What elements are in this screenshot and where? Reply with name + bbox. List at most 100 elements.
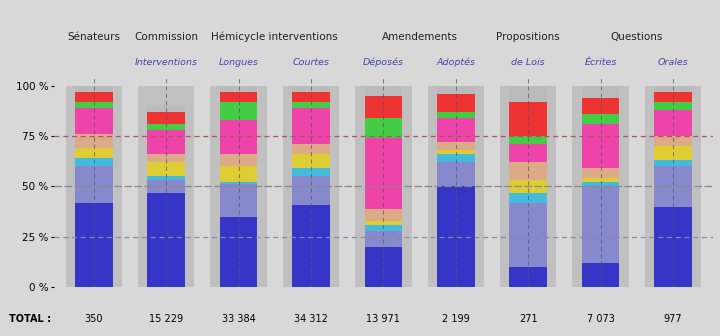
Bar	[220, 86, 258, 92]
Bar	[364, 231, 402, 247]
Bar	[75, 148, 112, 158]
Bar	[644, 86, 701, 287]
Text: Hémicycle interventions: Hémicycle interventions	[212, 32, 338, 42]
Bar	[292, 168, 330, 176]
Bar	[437, 186, 474, 287]
Bar	[75, 92, 112, 102]
Bar	[220, 120, 258, 154]
Bar	[364, 118, 402, 138]
Bar	[292, 205, 330, 287]
Bar	[437, 94, 474, 112]
Bar	[148, 176, 185, 180]
Bar	[75, 134, 112, 148]
Bar	[364, 209, 402, 221]
Bar	[509, 162, 547, 180]
Bar	[654, 160, 692, 166]
Bar	[364, 86, 402, 96]
Bar	[148, 193, 185, 287]
Text: 977: 977	[664, 314, 683, 324]
Bar	[509, 102, 547, 136]
Bar	[210, 86, 267, 287]
Text: 2 199: 2 199	[442, 314, 469, 324]
Bar	[75, 86, 112, 92]
Text: Adoptés: Adoptés	[436, 58, 475, 67]
Text: 15 229: 15 229	[149, 314, 184, 324]
Bar	[364, 225, 402, 231]
Text: 7 073: 7 073	[587, 314, 615, 324]
Bar	[654, 136, 692, 146]
Bar	[654, 207, 692, 287]
Bar	[437, 142, 474, 150]
Bar	[582, 98, 619, 114]
Bar	[283, 86, 339, 287]
Bar	[582, 114, 619, 124]
Text: Interventions: Interventions	[135, 58, 198, 67]
Bar	[654, 146, 692, 160]
Text: 350: 350	[84, 314, 103, 324]
Bar	[364, 96, 402, 118]
Text: Commission: Commission	[134, 32, 198, 42]
Bar	[509, 144, 547, 162]
Bar	[75, 166, 112, 203]
Bar	[138, 86, 194, 287]
Bar	[66, 86, 122, 287]
Text: 13 971: 13 971	[366, 314, 400, 324]
Bar	[654, 86, 692, 92]
Text: Longues: Longues	[219, 58, 258, 67]
Text: 271: 271	[519, 314, 538, 324]
Bar	[500, 86, 557, 287]
Bar	[75, 108, 112, 134]
Bar	[509, 203, 547, 267]
Bar	[220, 102, 258, 120]
Text: Propositions: Propositions	[496, 32, 560, 42]
Bar	[220, 182, 258, 184]
Bar	[582, 186, 619, 263]
Bar	[75, 158, 112, 166]
Bar	[437, 118, 474, 142]
Bar	[572, 86, 629, 287]
Bar	[292, 144, 330, 154]
Bar	[437, 112, 474, 118]
Bar	[509, 136, 547, 144]
Text: Courtes: Courtes	[292, 58, 330, 67]
Bar	[582, 124, 619, 168]
Bar	[220, 92, 258, 102]
Bar	[364, 138, 402, 209]
Bar	[220, 154, 258, 166]
Bar	[654, 102, 692, 110]
Bar	[509, 267, 547, 287]
Bar	[75, 102, 112, 108]
Bar	[428, 86, 484, 287]
Bar	[292, 154, 330, 168]
Text: Écrites: Écrites	[585, 58, 617, 67]
Bar	[654, 110, 692, 136]
Bar	[148, 162, 185, 176]
Bar	[582, 168, 619, 178]
Bar	[509, 180, 547, 193]
Bar	[437, 86, 474, 94]
Bar	[220, 184, 258, 217]
Bar	[582, 182, 619, 186]
Text: Orales: Orales	[657, 58, 688, 67]
Bar	[148, 180, 185, 193]
Bar	[364, 247, 402, 287]
Bar	[148, 154, 185, 162]
Text: Amendements: Amendements	[382, 32, 458, 42]
Bar	[654, 166, 692, 207]
Text: 34 312: 34 312	[294, 314, 328, 324]
Text: TOTAL :: TOTAL :	[9, 314, 51, 324]
Bar	[582, 263, 619, 287]
Bar	[509, 86, 547, 102]
Bar	[364, 221, 402, 225]
Text: Questions: Questions	[611, 32, 663, 42]
Bar	[148, 124, 185, 130]
Bar	[148, 130, 185, 154]
Bar	[292, 102, 330, 108]
Bar	[292, 86, 330, 92]
Bar	[148, 106, 185, 112]
Bar	[582, 178, 619, 182]
Bar	[437, 154, 474, 162]
Text: de Lois: de Lois	[511, 58, 545, 67]
Bar	[220, 166, 258, 182]
Text: Sénateurs: Sénateurs	[67, 32, 120, 42]
